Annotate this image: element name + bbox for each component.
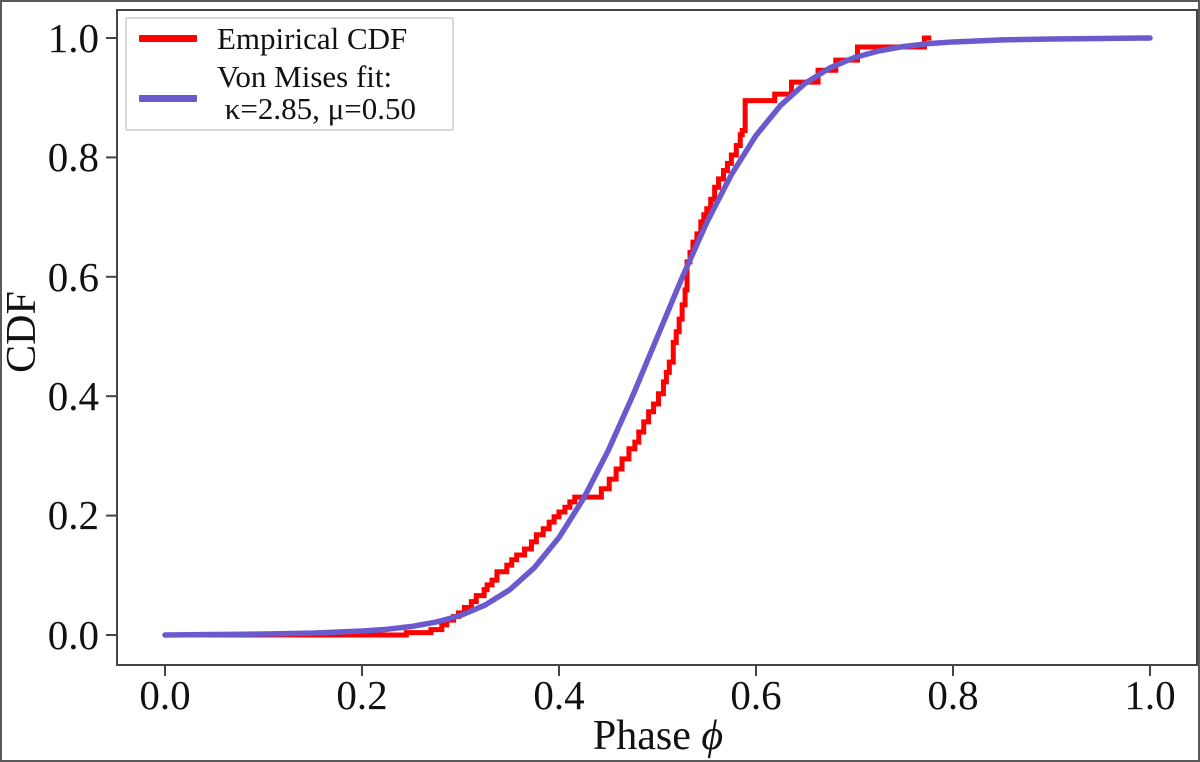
phi-symbol: ϕ xyxy=(701,713,724,759)
legend-vonmises-line2: κ=2.85, μ=0.50 xyxy=(217,91,416,126)
empirical-cdf-line xyxy=(165,35,932,638)
y-tick-label: 0.4 xyxy=(47,373,99,419)
x-tick-label: 0.4 xyxy=(533,672,585,718)
x-tick-label: 0.2 xyxy=(336,672,388,718)
x-axis-label-text: Phase xyxy=(592,713,702,759)
y-tick-label: 0.8 xyxy=(47,134,99,180)
y-tick-label: 0.0 xyxy=(47,612,99,658)
vonmises-fit-line xyxy=(162,35,1153,638)
x-tick-label: 0.6 xyxy=(730,672,782,718)
tick-marks xyxy=(106,37,1151,676)
x-tick-label: 0.8 xyxy=(927,672,979,718)
legend-label-empirical: Empirical CDF xyxy=(217,21,408,56)
axes-frame xyxy=(116,9,1198,666)
legend-swatch-vonmises xyxy=(139,95,197,102)
legend-vonmises-line1: Von Mises fit: xyxy=(217,59,393,94)
y-tick-label: 0.6 xyxy=(47,254,99,300)
y-axis-label: CDF xyxy=(0,291,45,373)
x-tick-label: 0.0 xyxy=(139,672,191,718)
legend-box: Empirical CDF Von Mises fit: κ=2.85, μ=0… xyxy=(125,17,454,131)
legend-swatch-empirical xyxy=(139,35,197,42)
x-tick-label: 1.0 xyxy=(1124,672,1176,718)
x-axis-label: Phase ϕ xyxy=(458,712,858,760)
legend-label-vonmises: Von Mises fit: κ=2.85, μ=0.50 xyxy=(217,61,416,125)
y-tick-label: 1.0 xyxy=(47,15,99,61)
y-tick-label: 0.2 xyxy=(47,492,99,538)
